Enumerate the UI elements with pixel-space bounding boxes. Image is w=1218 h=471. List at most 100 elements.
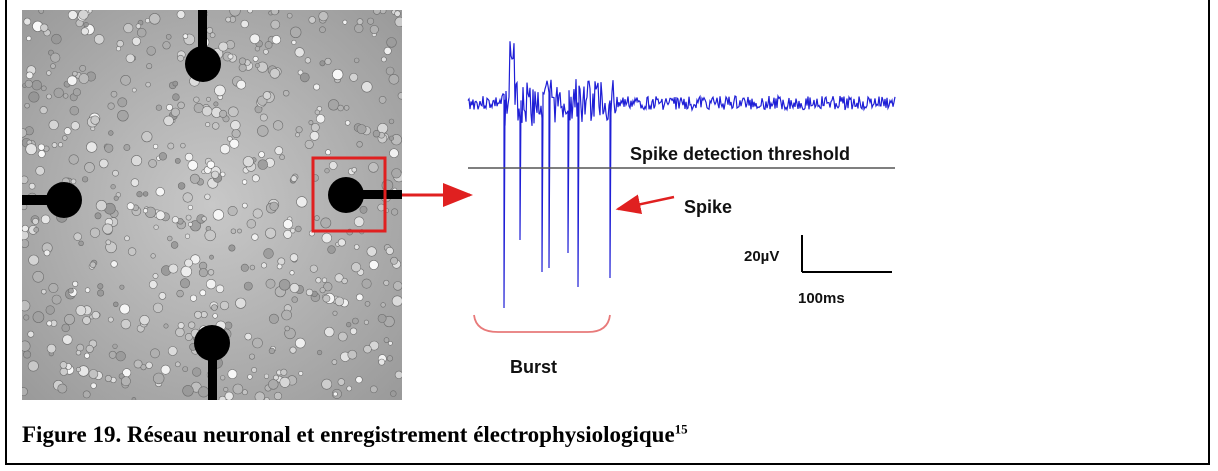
cell xyxy=(289,270,295,276)
cell xyxy=(187,160,199,171)
cell xyxy=(334,296,345,307)
cell xyxy=(386,37,397,48)
cell xyxy=(209,32,216,39)
cell xyxy=(273,391,283,400)
scale-time-label: 100ms xyxy=(798,290,845,307)
cell xyxy=(242,156,254,168)
cell xyxy=(246,219,257,229)
cell xyxy=(378,96,387,104)
cell xyxy=(254,391,265,400)
cell xyxy=(165,33,172,40)
cell xyxy=(394,370,402,379)
cell xyxy=(62,334,73,345)
cell xyxy=(104,374,112,382)
cell xyxy=(280,368,288,376)
cell xyxy=(264,41,273,49)
cell xyxy=(189,173,200,184)
cell xyxy=(171,216,179,224)
burst-bracket xyxy=(473,314,611,333)
cell xyxy=(113,301,119,307)
cell xyxy=(82,316,91,325)
cell xyxy=(356,293,364,301)
cell xyxy=(108,130,114,136)
cell xyxy=(112,343,118,349)
cell xyxy=(107,102,115,110)
cell xyxy=(194,310,202,319)
cell xyxy=(170,107,180,117)
cell xyxy=(135,23,142,29)
cell xyxy=(353,244,360,250)
electrode-bottom xyxy=(194,325,230,400)
cell xyxy=(107,316,114,323)
cell xyxy=(40,214,51,225)
cell xyxy=(290,175,298,182)
cell xyxy=(180,278,191,289)
cell xyxy=(187,204,193,211)
cell xyxy=(219,144,231,155)
cell xyxy=(152,302,164,313)
cell xyxy=(72,70,78,77)
cell xyxy=(251,367,257,373)
cell xyxy=(385,246,394,255)
cell xyxy=(176,10,186,19)
cell xyxy=(70,178,77,185)
cell xyxy=(48,119,59,130)
cell xyxy=(354,23,364,33)
cell xyxy=(80,27,89,36)
cell xyxy=(78,10,89,20)
cell xyxy=(37,149,46,158)
cell xyxy=(62,135,68,141)
cell xyxy=(193,96,200,103)
cell xyxy=(279,376,291,388)
cell xyxy=(218,395,227,400)
cell xyxy=(258,151,265,158)
cell xyxy=(212,313,218,319)
cell xyxy=(218,41,229,52)
cell xyxy=(32,270,45,283)
cell xyxy=(25,143,37,155)
cell xyxy=(281,309,292,321)
cell xyxy=(123,144,131,151)
cell xyxy=(290,26,302,38)
cell xyxy=(116,39,124,48)
cell xyxy=(176,289,184,298)
burst-label: Burst xyxy=(510,357,557,377)
cell xyxy=(172,93,180,101)
cell xyxy=(68,154,79,165)
cell xyxy=(244,332,252,341)
cell xyxy=(240,19,249,29)
cell xyxy=(139,315,150,326)
cell xyxy=(148,159,157,168)
cell xyxy=(268,379,279,390)
cell xyxy=(175,327,185,337)
cell xyxy=(259,113,268,122)
cell xyxy=(130,178,140,187)
cell xyxy=(206,279,217,290)
cell xyxy=(361,278,372,289)
cell xyxy=(230,228,237,234)
caption-reference: 15 xyxy=(674,421,688,437)
cell xyxy=(304,57,312,64)
cell xyxy=(322,294,331,303)
cell xyxy=(325,149,331,156)
cell xyxy=(274,146,284,155)
cell xyxy=(150,253,156,259)
cell xyxy=(324,57,332,65)
cell xyxy=(32,311,45,323)
cell xyxy=(50,63,56,69)
cell xyxy=(167,235,173,242)
cell xyxy=(61,323,70,333)
cell xyxy=(131,36,141,46)
cell xyxy=(126,202,135,210)
cell xyxy=(125,53,135,63)
cell xyxy=(273,374,279,381)
cell xyxy=(283,229,293,239)
cell xyxy=(249,33,261,44)
cell xyxy=(89,261,97,268)
cell xyxy=(251,233,259,241)
cell xyxy=(373,10,381,15)
cell xyxy=(142,191,149,197)
cell xyxy=(206,160,215,169)
cell xyxy=(278,279,291,291)
cell xyxy=(28,91,40,103)
